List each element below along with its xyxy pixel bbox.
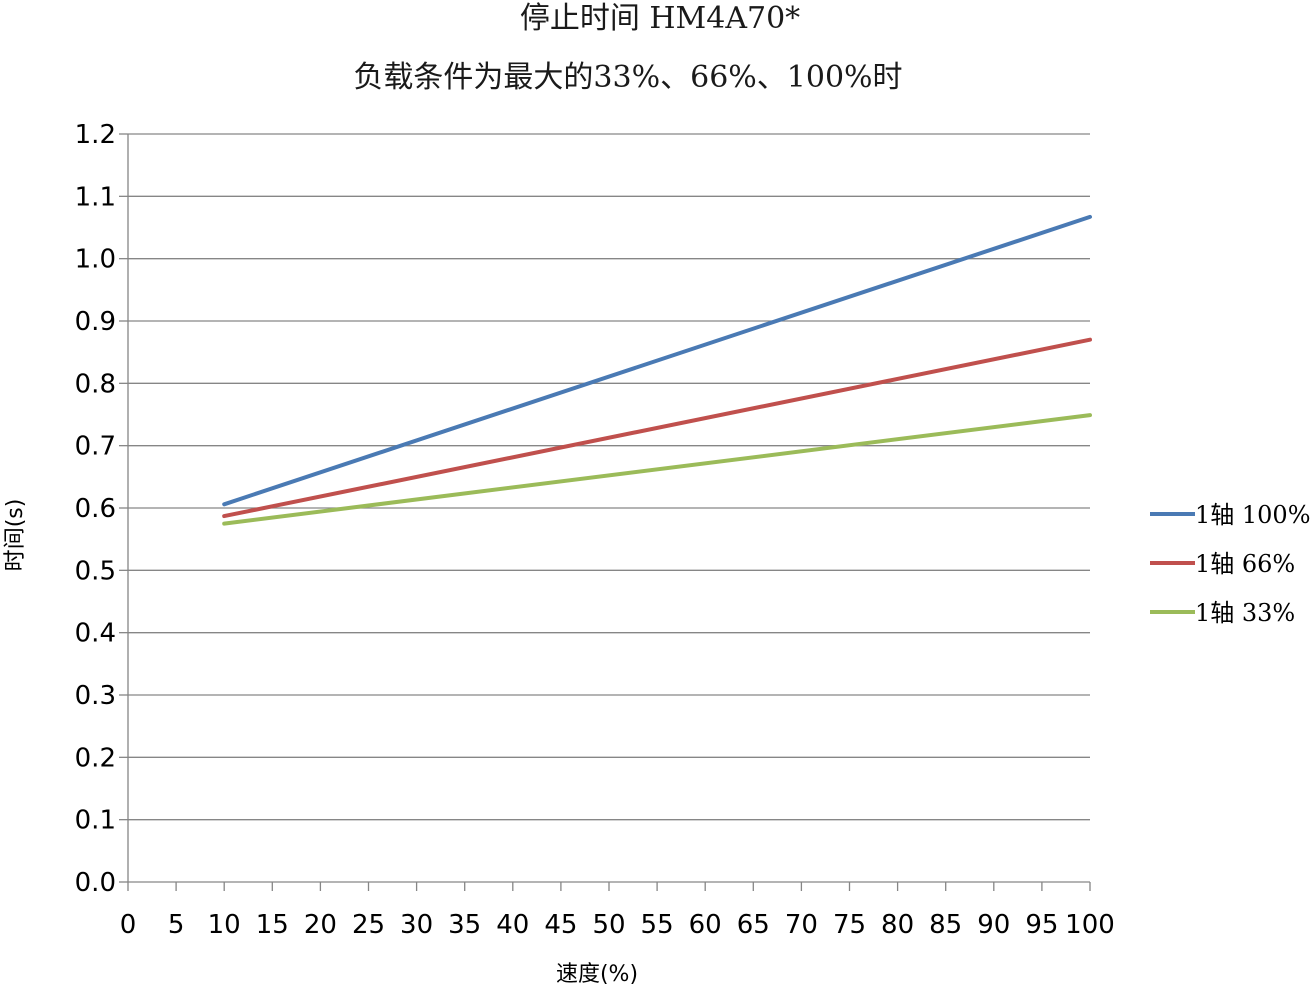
- series-line: [222, 337, 1092, 519]
- y-tick-label: 1.1: [75, 182, 116, 212]
- y-tick-label: 0.8: [75, 369, 116, 399]
- axes: [119, 133, 1091, 891]
- y-tick-label: 0.9: [75, 307, 116, 337]
- x-tick-label: 0: [120, 910, 137, 940]
- y-axis-label: 时间(s): [3, 499, 28, 572]
- y-tick-label: 0.4: [75, 619, 116, 649]
- x-tick-label: 90: [977, 910, 1010, 940]
- x-tick-label: 50: [592, 910, 625, 940]
- y-tick-label: 0.7: [75, 432, 116, 462]
- x-tick-labels: 0 5 10 15 20 25 30 35 40 45 50 55 60 65 70 75 80 85 90 95 10…: [120, 910, 1115, 940]
- x-axis-label: 速度(%): [556, 962, 638, 986]
- legend: 1轴 100% 1轴 66% 1轴 33%: [1150, 501, 1311, 627]
- series-line: [222, 413, 1092, 526]
- y-tick-label: 1.0: [75, 245, 116, 275]
- series-lines: [222, 214, 1092, 526]
- x-tick-label: 20: [304, 910, 337, 940]
- x-tick-label: 25: [352, 910, 385, 940]
- chart-title: 停止时间 HM4A70*: [520, 1, 800, 36]
- x-tick-label: 100: [1065, 910, 1115, 940]
- y-tick-label: 0.1: [75, 806, 116, 836]
- y-tick-label: 0.6: [75, 494, 116, 524]
- x-tick-label: 75: [833, 910, 866, 940]
- x-tick-label: 85: [929, 910, 962, 940]
- x-tick-label: 70: [785, 910, 818, 940]
- x-tick-label: 55: [641, 910, 674, 940]
- x-tick-label: 80: [881, 910, 914, 940]
- y-tick-label: 1.2: [75, 120, 116, 150]
- x-tick-label: 45: [544, 910, 577, 940]
- x-tick-label: 95: [1025, 910, 1058, 940]
- y-tick-label: 0.5: [75, 556, 116, 586]
- legend-label: 1轴 100%: [1195, 501, 1311, 529]
- x-tick-label: 10: [208, 910, 241, 940]
- x-tick-label: 60: [689, 910, 722, 940]
- y-tick-label: 0.2: [75, 743, 116, 773]
- legend-label: 1轴 66%: [1195, 550, 1295, 578]
- gridlines: [128, 133, 1090, 821]
- x-tick-label: 65: [737, 910, 770, 940]
- legend-label: 1轴 33%: [1195, 599, 1295, 627]
- x-tick-label: 15: [256, 910, 289, 940]
- y-tick-labels: 0.0 0.1 0.2 0.3 0.4 0.5 0.6 0.7 0.8 0.9 1.0 1.1 1.2: [75, 120, 116, 898]
- series-line: [222, 214, 1092, 507]
- x-tick-label: 40: [496, 910, 529, 940]
- y-tick-label: 0.3: [75, 681, 116, 711]
- x-tick-label: 5: [168, 910, 185, 940]
- chart-subtitle: 负载条件为最大的33%、66%、100%时: [353, 60, 902, 95]
- y-tick-label: 0.0: [75, 868, 116, 898]
- x-tick-label: 30: [400, 910, 433, 940]
- x-tick-label: 35: [448, 910, 481, 940]
